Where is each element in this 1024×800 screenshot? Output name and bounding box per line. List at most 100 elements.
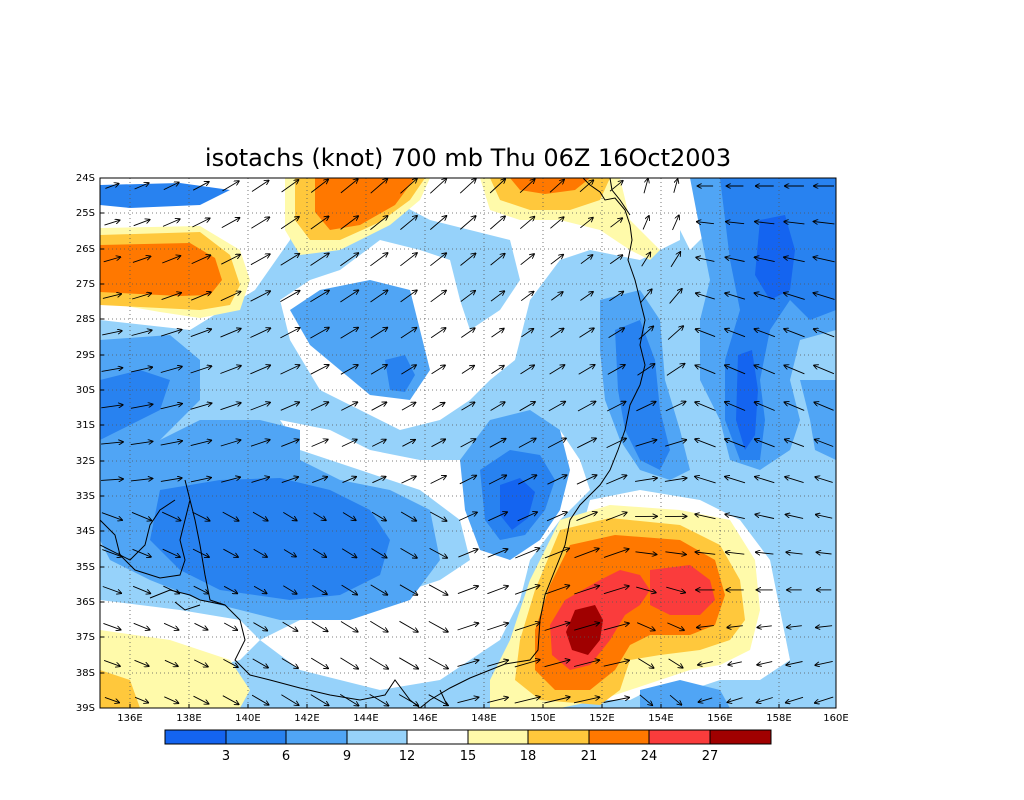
wind-vector bbox=[250, 440, 270, 447]
lon-label: 152E bbox=[589, 713, 614, 724]
wind-vector bbox=[520, 292, 533, 302]
wind-vector bbox=[816, 515, 833, 519]
wind-vector bbox=[280, 328, 299, 339]
wind-vector bbox=[696, 552, 716, 554]
wind-vector bbox=[665, 552, 686, 555]
wind-vector bbox=[250, 254, 270, 266]
wind-vector bbox=[280, 402, 299, 411]
wind-vector bbox=[220, 440, 241, 447]
wind-vector bbox=[576, 512, 597, 522]
wind-vector bbox=[460, 439, 476, 448]
wind-vector bbox=[544, 623, 570, 631]
wind-vector bbox=[190, 366, 212, 374]
wind-vector bbox=[131, 330, 152, 336]
wind-vector bbox=[579, 328, 594, 338]
grid-lines bbox=[100, 178, 836, 708]
wind-vector bbox=[310, 253, 329, 266]
wind-vector bbox=[283, 512, 296, 520]
wind-vector bbox=[725, 329, 746, 338]
wind-vector bbox=[758, 626, 772, 628]
wind-vector bbox=[603, 698, 630, 703]
wind-vector bbox=[491, 329, 504, 338]
wind-vector bbox=[281, 440, 298, 447]
wind-vector bbox=[194, 622, 208, 630]
wind-vector bbox=[755, 439, 775, 448]
wind-vector bbox=[817, 552, 832, 554]
wind-vector bbox=[786, 661, 803, 666]
wind-vector bbox=[222, 695, 239, 705]
wind-vector bbox=[666, 364, 685, 376]
wind-vector bbox=[815, 696, 834, 703]
wind-vector bbox=[372, 477, 385, 484]
wind-vector bbox=[459, 476, 476, 485]
wind-vector bbox=[223, 622, 237, 630]
wind-vector bbox=[429, 548, 448, 558]
coastline bbox=[100, 178, 646, 708]
lat-label: 25S bbox=[76, 208, 95, 219]
wind-vector bbox=[638, 658, 653, 668]
wind-vector bbox=[550, 217, 563, 229]
wind-vector bbox=[514, 660, 540, 668]
wind-vector bbox=[401, 476, 416, 484]
wind-vector bbox=[160, 478, 182, 482]
wind-vector bbox=[401, 365, 416, 375]
lon-label: 136E bbox=[117, 713, 142, 724]
wind-vector bbox=[341, 584, 358, 595]
wind-vector bbox=[577, 438, 596, 449]
wind-vector bbox=[636, 586, 656, 593]
wind-vector bbox=[544, 660, 570, 668]
wind-vector bbox=[548, 402, 565, 412]
wind-vector bbox=[550, 329, 564, 338]
wind-vector bbox=[193, 695, 209, 704]
wind-vector bbox=[340, 365, 358, 375]
wind-vector bbox=[251, 217, 269, 229]
wind-vector bbox=[222, 181, 239, 192]
wind-vector bbox=[430, 253, 446, 267]
wind-vector bbox=[461, 328, 474, 338]
wind-vector bbox=[400, 253, 417, 267]
wind-vector bbox=[160, 330, 181, 337]
wind-vector bbox=[787, 626, 802, 628]
wind-vector bbox=[250, 328, 270, 338]
wind-vector bbox=[133, 220, 150, 227]
colorbar-label: 18 bbox=[520, 749, 537, 764]
lon-label: 140E bbox=[235, 713, 260, 724]
wind-vector bbox=[696, 293, 715, 300]
wind-vector bbox=[457, 697, 479, 704]
wind-vector bbox=[642, 216, 649, 230]
wind-vector bbox=[603, 586, 629, 595]
wind-vector bbox=[814, 365, 835, 375]
wind-vector bbox=[104, 220, 120, 226]
wind-vector bbox=[131, 367, 152, 373]
wind-vector bbox=[251, 477, 270, 483]
wind-vector bbox=[132, 548, 151, 557]
wind-vector bbox=[577, 402, 595, 412]
wind-vector bbox=[725, 439, 746, 448]
lat-label: 32S bbox=[76, 456, 95, 467]
wind-vector bbox=[160, 441, 182, 446]
wind-vector bbox=[815, 477, 833, 483]
lon-label: 148E bbox=[471, 713, 496, 724]
wind-vector bbox=[695, 402, 716, 411]
wind-vector bbox=[401, 403, 416, 411]
wind-vector bbox=[726, 552, 745, 554]
wind-vector bbox=[310, 216, 329, 230]
colorbar-swatch bbox=[649, 730, 710, 744]
colorbar-swatch bbox=[407, 730, 468, 744]
wind-vector bbox=[191, 255, 211, 265]
wind-vector bbox=[162, 548, 180, 557]
wind-vector bbox=[487, 660, 508, 667]
wind-vector bbox=[639, 289, 651, 304]
wind-vector bbox=[726, 222, 745, 224]
wind-vector bbox=[222, 511, 239, 521]
wind-vector bbox=[457, 586, 478, 595]
lat-label: 29S bbox=[76, 350, 95, 361]
wind-vector bbox=[103, 622, 120, 629]
wind-vector bbox=[635, 440, 657, 447]
wind-vector bbox=[673, 179, 678, 193]
wind-vector bbox=[695, 439, 716, 448]
wind-vector bbox=[725, 257, 745, 262]
wind-vector bbox=[280, 365, 300, 375]
wind-vector bbox=[643, 179, 648, 194]
